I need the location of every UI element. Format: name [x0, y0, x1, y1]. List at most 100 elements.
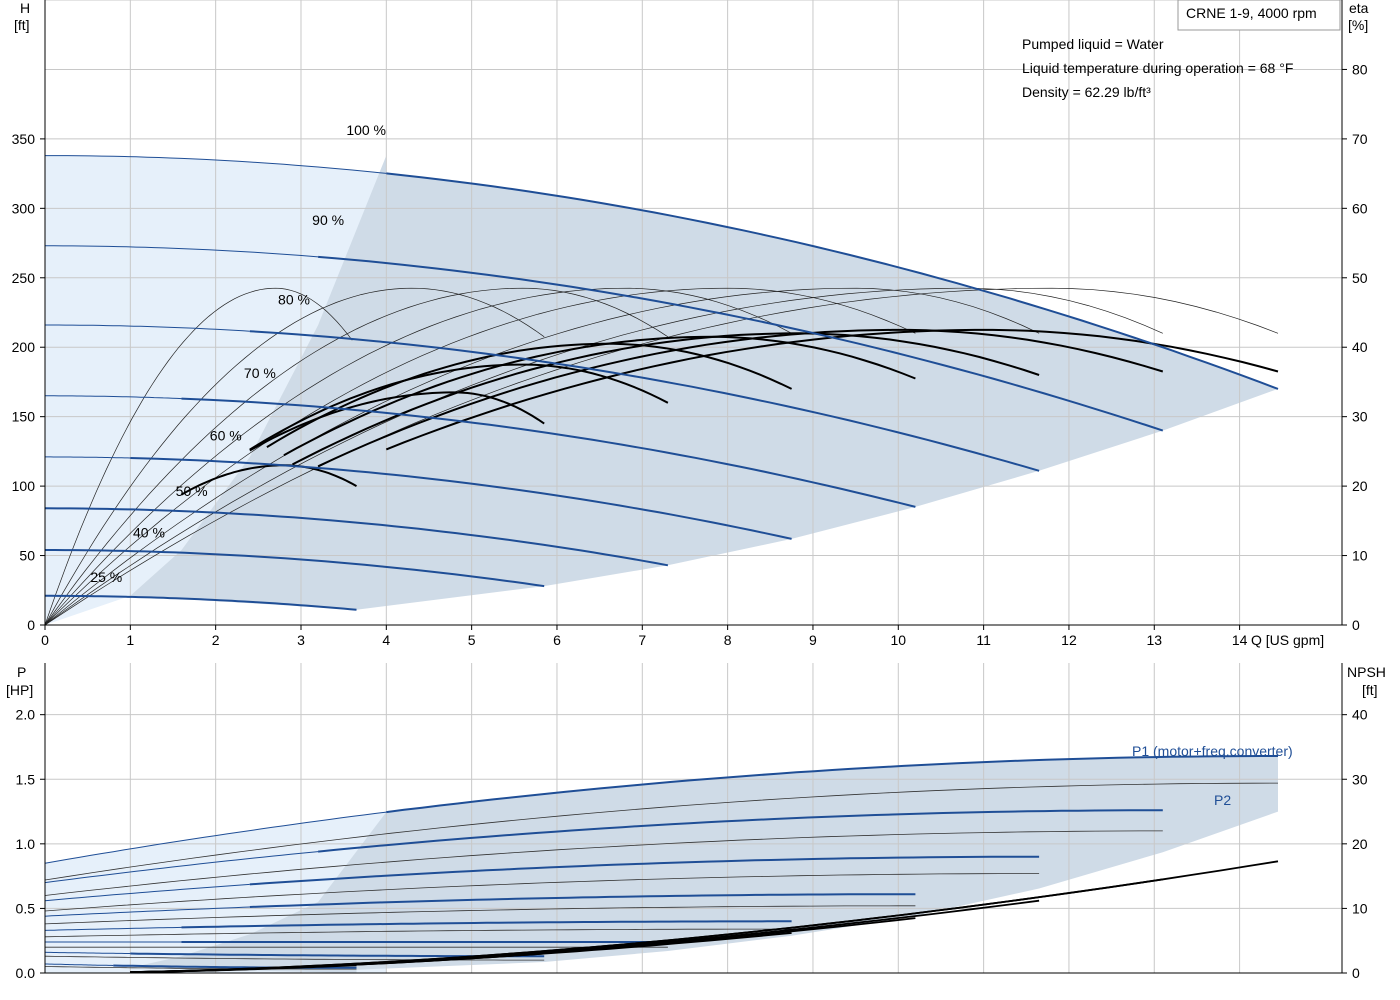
p1-curve-1: [317, 809, 1163, 853]
x-tick-label: 10: [891, 632, 907, 648]
annotation-liquid-temperature: Liquid temperature during operation = 68…: [1022, 60, 1293, 76]
y-tick-label-left: 100: [12, 478, 36, 494]
y-axis-label-eta: eta: [1349, 0, 1369, 16]
y-tick-label-right: 40: [1352, 339, 1368, 355]
p2-curve-2: [44, 873, 1040, 912]
head-curve-thin-2: [45, 324, 250, 332]
x-tick-label: 14: [1232, 632, 1248, 648]
speed-label-6: 40 %: [133, 525, 165, 541]
annotation-density: Density = 62.29 lb/ft³: [1022, 84, 1151, 100]
y-tick-label-right: 30: [1352, 409, 1368, 425]
head-curve-4: [130, 457, 792, 540]
eff-reference-arc-5: [44, 287, 1040, 626]
x-tick-label: 3: [297, 632, 305, 648]
p1-curve-thin-3: [44, 906, 250, 917]
p1-curve-thin-7: [45, 963, 114, 966]
y-axis-label-power: P: [17, 664, 26, 680]
head-operating-region: [130, 155, 1278, 610]
series-label-p2: P2: [1214, 792, 1231, 808]
y-tick-label-right: 0: [1352, 617, 1360, 633]
efficiency-curve-5: [292, 332, 1040, 466]
head-curve-thin-4: [45, 456, 131, 459]
p-tick-label: 1.5: [16, 771, 36, 787]
p2-curve-1: [44, 830, 1163, 896]
speed-label-0: 100 %: [346, 122, 386, 138]
y-tick-label-right: 80: [1352, 61, 1368, 77]
p1-curve-thin-4: [44, 926, 182, 931]
npsh-tick-label: 20: [1352, 836, 1368, 852]
y-tick-label-left: 150: [12, 409, 36, 425]
head-curve-thin-0: [45, 155, 387, 174]
npsh-tick-label: 40: [1352, 707, 1368, 723]
p-tick-label: 0.5: [16, 900, 36, 916]
speed-label-4: 60 %: [210, 427, 242, 443]
eff-reference-arc-1: [44, 287, 545, 626]
y-axis-label-npsh: NPSH: [1347, 664, 1386, 680]
eff-reference-arc-0: [44, 287, 353, 626]
p1-curve-0: [386, 755, 1278, 814]
x-tick-label: 12: [1061, 632, 1077, 648]
efficiency-curve-4: [283, 335, 916, 457]
x-axis-label: Q [US gpm]: [1251, 632, 1324, 648]
p2-curve-3: [44, 905, 916, 925]
speed-label-7: 25 %: [90, 569, 122, 585]
x-tick-label: 6: [553, 632, 561, 648]
y-axis-label-head: H: [20, 0, 30, 16]
y-tick-label-left: 50: [19, 548, 35, 564]
x-tick-label: 2: [212, 632, 220, 648]
x-tick-label: 13: [1146, 632, 1162, 648]
head-efficiency-panel: 100 %90 %80 %70 %60 %50 %40 %25 %0 1 2 3 4 5 6…: [12, 0, 1368, 648]
p2-curve-0: [44, 782, 1279, 881]
y-tick-label-left: 0: [27, 617, 35, 633]
y-axis-unit-eta: [%]: [1348, 17, 1368, 33]
npsh-tick-label: 0: [1352, 965, 1360, 981]
speed-label-5: 50 %: [176, 483, 208, 499]
y-tick-label-left: 300: [12, 200, 36, 216]
p-tick-label: 0.0: [16, 965, 36, 981]
efficiency-curve-1: [249, 391, 545, 452]
head-curve-1: [318, 255, 1164, 432]
y-axis-unit-power: [HP]: [6, 682, 33, 698]
y-tick-label-right: 20: [1352, 478, 1368, 494]
series-label-p1: P1 (motor+freq.converter): [1132, 743, 1293, 759]
x-tick-label: 0: [41, 632, 49, 648]
y-tick-label-right: 50: [1352, 270, 1368, 286]
npsh-curve-7: [130, 964, 357, 974]
p-tick-label: 2.0: [16, 707, 36, 723]
npsh-tick-label: 10: [1352, 900, 1368, 916]
y-tick-label-left: 350: [12, 131, 36, 147]
p1-curve-thin-6: [44, 951, 131, 954]
head-curve-5: [44, 507, 669, 567]
x-tick-label: 9: [809, 632, 817, 648]
efficiency-curve-2: [249, 363, 669, 451]
y-tick-label-left: 250: [12, 270, 36, 286]
y-tick-label-right: 70: [1352, 131, 1368, 147]
annotation-pumped-liquid: Pumped liquid = Water: [1022, 36, 1164, 52]
efficiency-curve-6: [317, 328, 1164, 468]
x-tick-label: 1: [126, 632, 134, 648]
y-axis-unit-npsh: [ft]: [1362, 682, 1378, 698]
p1-curve-thin-0: [44, 811, 387, 864]
p1-curve-4: [181, 920, 792, 929]
p1-curve-3: [249, 893, 916, 908]
y-tick-label-right: 10: [1352, 548, 1368, 564]
eff-reference-arc-4: [44, 287, 916, 626]
p1-curve-thin-1: [44, 851, 319, 884]
x-tick-label: 5: [468, 632, 476, 648]
head-curve-3: [181, 397, 916, 508]
power-operating-region: [130, 756, 1278, 973]
head-curve-2: [249, 330, 1040, 472]
p2-curve-6: [44, 955, 545, 961]
chart-title: CRNE 1-9, 4000 rpm: [1186, 5, 1317, 21]
speed-label-3: 70 %: [244, 365, 276, 381]
head-curve-thin-1: [45, 245, 319, 258]
head-curve-7: [45, 594, 357, 611]
y-tick-label-left: 200: [12, 339, 36, 355]
efficiency-curve-0: [181, 464, 357, 496]
y-tick-label-right: 60: [1352, 200, 1368, 216]
head-curve-0: [386, 172, 1279, 390]
p2-curve-7: [44, 966, 357, 970]
p2-curve-4: [44, 928, 792, 938]
chart-title-box: CRNE 1-9, 4000 rpm: [1177, 0, 1341, 31]
